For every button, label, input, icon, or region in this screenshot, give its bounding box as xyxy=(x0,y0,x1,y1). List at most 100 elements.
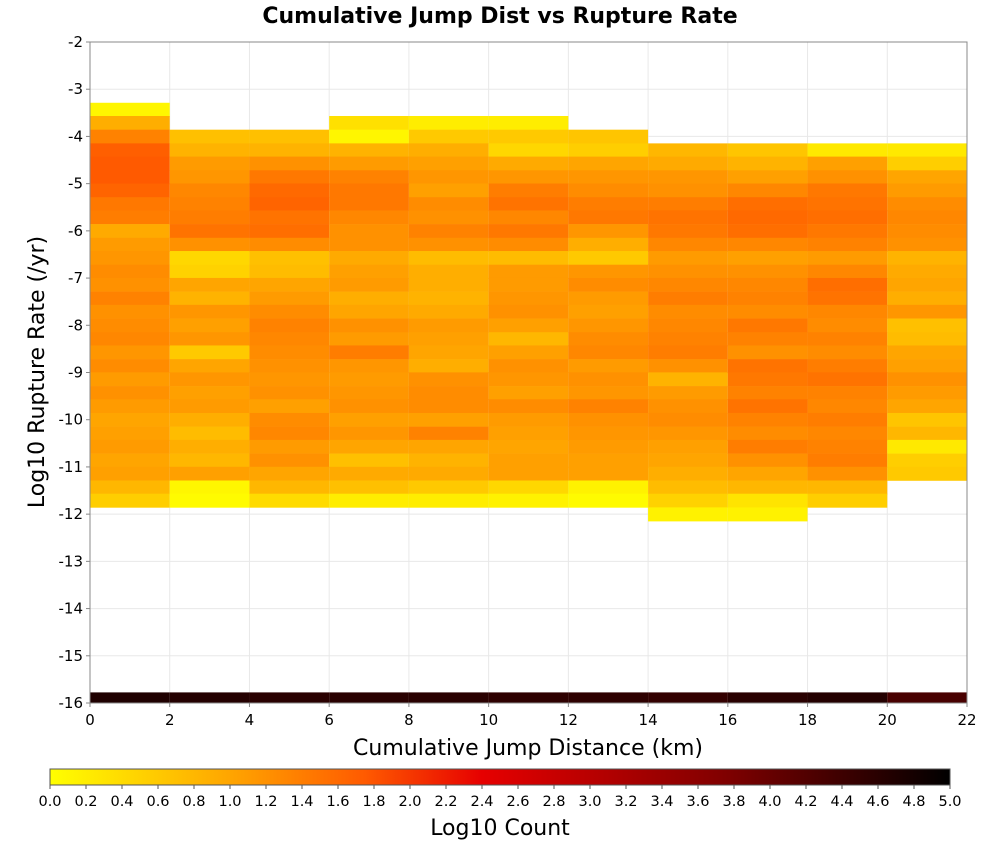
heatmap-cell xyxy=(329,264,409,279)
heatmap-cell xyxy=(90,439,170,454)
heatmap-cell xyxy=(488,129,569,144)
heatmap-cell xyxy=(727,291,808,306)
heatmap-cell xyxy=(249,412,330,427)
colorbar-tick-label: 1.0 xyxy=(218,794,241,810)
heatmap-cell xyxy=(249,183,330,198)
heatmap-cell xyxy=(90,372,170,387)
colorbar-tick-label: 2.8 xyxy=(542,794,565,810)
heatmap-cell xyxy=(169,129,250,144)
heatmap-cell xyxy=(727,224,808,239)
heatmap-cell xyxy=(887,345,967,360)
heatmap-cell xyxy=(408,304,489,319)
y-tick-label: -6 xyxy=(68,222,83,240)
heatmap-cell xyxy=(90,251,170,266)
x-tick-label: 20 xyxy=(878,711,897,729)
heatmap-cell xyxy=(887,277,967,292)
heatmap-cell xyxy=(568,237,649,252)
heatmap-cell xyxy=(568,264,649,279)
heatmap-cell xyxy=(329,453,409,468)
heatmap-cells xyxy=(90,102,967,703)
heatmap-cell xyxy=(249,426,330,441)
heatmap-cell xyxy=(488,318,569,333)
heatmap-cell xyxy=(887,251,967,266)
heatmap-cell xyxy=(90,332,170,347)
heatmap-cell xyxy=(488,156,569,171)
heatmap-cell xyxy=(169,480,250,495)
heatmap-cell xyxy=(169,332,250,347)
heatmap-cell xyxy=(568,359,649,374)
heatmap-cell xyxy=(648,359,728,374)
heatmap-cell xyxy=(408,251,489,266)
heatmap-cell xyxy=(329,493,409,508)
heatmap-cell xyxy=(568,170,649,185)
heatmap-cell xyxy=(727,183,808,198)
heatmap-cell xyxy=(727,412,808,427)
heatmap-cell xyxy=(648,466,728,481)
heatmap-cell xyxy=(568,692,649,703)
heatmap-cell xyxy=(249,453,330,468)
colorbar-ticks: 0.0 0.2 0.4 0.6 0.8 1.0 1.2 1.4 1.6 1.8 2.0 2.2 2.4 2… xyxy=(38,785,962,810)
heatmap-cell xyxy=(648,264,728,279)
heatmap-cell xyxy=(249,129,330,144)
heatmap-cell xyxy=(807,480,888,495)
heatmap-cell xyxy=(488,426,569,441)
x-tick-label: 2 xyxy=(165,711,175,729)
heatmap-cell xyxy=(807,237,888,252)
heatmap-cell xyxy=(727,507,808,522)
heatmap-cell xyxy=(90,453,170,468)
heatmap-cell xyxy=(90,399,170,414)
heatmap-cell xyxy=(648,345,728,360)
heatmap-cell xyxy=(408,129,489,144)
x-tick-label: 10 xyxy=(479,711,498,729)
heatmap-cell xyxy=(648,439,728,454)
heatmap-cell xyxy=(648,412,728,427)
heatmap-cell xyxy=(648,224,728,239)
heatmap-cell xyxy=(90,277,170,292)
heatmap-cell xyxy=(727,304,808,319)
heatmap-cell xyxy=(90,318,170,333)
heatmap-cell xyxy=(329,359,409,374)
heatmap-cell xyxy=(648,304,728,319)
heatmap-cell xyxy=(568,372,649,387)
heatmap-cell xyxy=(90,264,170,279)
heatmap-cell xyxy=(90,480,170,495)
x-tick-label: 18 xyxy=(798,711,817,729)
colorbar-tick-label: 0.6 xyxy=(146,794,169,810)
heatmap-cell xyxy=(648,318,728,333)
heatmap-cell xyxy=(329,277,409,292)
heatmap-cell xyxy=(329,183,409,198)
heatmap-cell xyxy=(488,143,569,158)
heatmap-cell xyxy=(887,439,967,454)
y-tick-label: -3 xyxy=(68,80,83,98)
heatmap-cell xyxy=(329,291,409,306)
heatmap-cell xyxy=(90,129,170,144)
heatmap-cell xyxy=(169,439,250,454)
heatmap-cell xyxy=(329,399,409,414)
heatmap-cell xyxy=(648,386,728,401)
heatmap-cell xyxy=(488,480,569,495)
heatmap-cell xyxy=(887,170,967,185)
heatmap-cell xyxy=(568,224,649,239)
heatmap-cell xyxy=(727,251,808,266)
heatmap-cell xyxy=(887,359,967,374)
heatmap-cell xyxy=(488,439,569,454)
heatmap-cell xyxy=(807,345,888,360)
y-axis-label: Log10 Rupture Rate (/yr) xyxy=(25,236,50,508)
heatmap-cell xyxy=(488,251,569,266)
heatmap-cell xyxy=(887,412,967,427)
heatmap-cell xyxy=(169,251,250,266)
heatmap-cell xyxy=(488,291,569,306)
heatmap-cell xyxy=(727,493,808,508)
heatmap-cell xyxy=(727,386,808,401)
heatmap-cell xyxy=(249,197,330,212)
heatmap-cell xyxy=(568,386,649,401)
colorbar-tick-label: 0.4 xyxy=(110,794,133,810)
colorbar-tick-label: 1.2 xyxy=(254,794,277,810)
colorbar-tick-label: 2.4 xyxy=(470,794,493,810)
heatmap-cell xyxy=(727,453,808,468)
heatmap-cell xyxy=(648,332,728,347)
heatmap-cell xyxy=(648,143,728,158)
heatmap-cell xyxy=(249,372,330,387)
heatmap-cell xyxy=(90,183,170,198)
heatmap-cell xyxy=(90,170,170,185)
